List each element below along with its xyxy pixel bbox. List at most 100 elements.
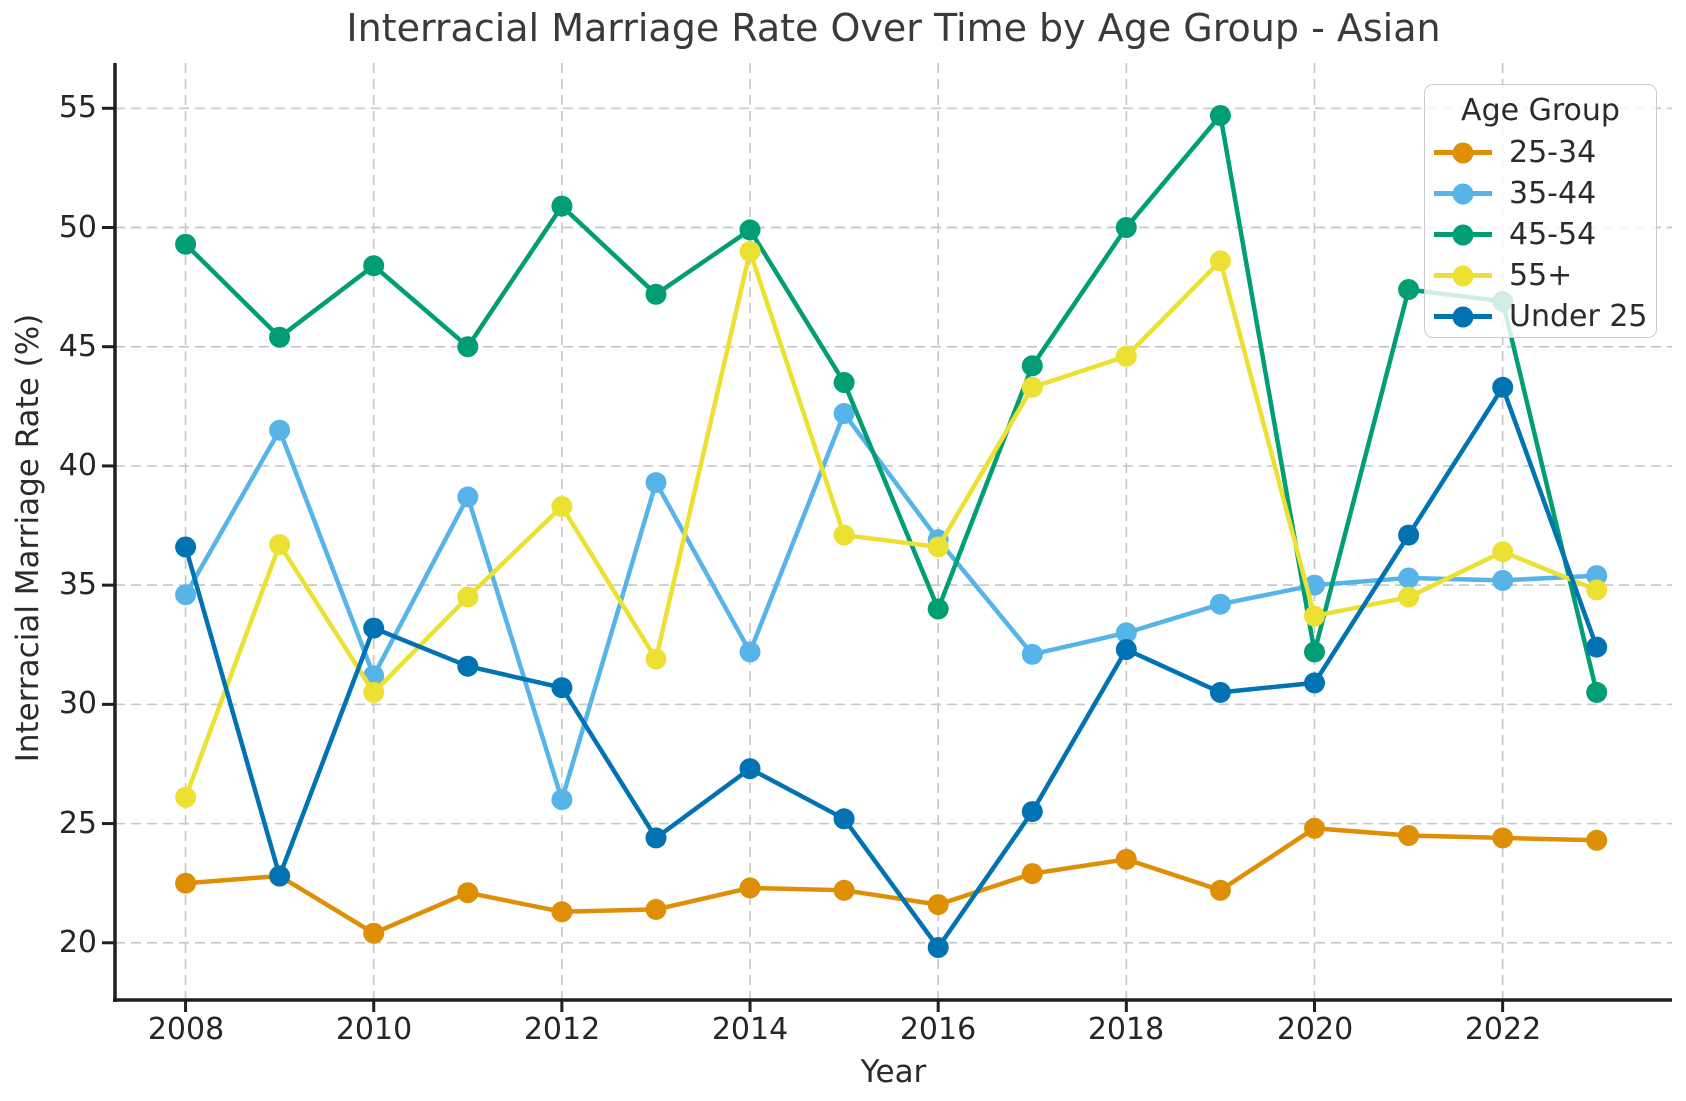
data-point-under-25 (363, 617, 385, 639)
x-tick-label: 2016 (899, 1012, 977, 1047)
data-point-under-25 (1586, 636, 1608, 658)
data-point-55 (551, 496, 573, 517)
x-tick-label: 2010 (335, 1012, 413, 1047)
data-point-35-44 (645, 472, 667, 494)
data-point-55 (645, 648, 667, 670)
data-point-under-25 (457, 655, 479, 677)
x-tick-label: 2012 (523, 1012, 601, 1047)
data-point-25-34 (1304, 817, 1325, 839)
legend-line-marker-icon (1434, 142, 1492, 163)
data-point-under-25 (645, 827, 667, 849)
x-tick-label: 2022 (1464, 1012, 1542, 1047)
data-point-55 (1586, 579, 1608, 601)
data-point-25-34 (927, 894, 949, 916)
data-point-45-54 (1021, 355, 1043, 377)
data-point-35-44 (457, 486, 479, 508)
data-point-35-44 (1209, 593, 1231, 615)
data-point-25-34 (551, 901, 573, 923)
data-point-55 (363, 681, 385, 703)
data-point-25-34 (1115, 848, 1137, 870)
legend-label: 55+ (1509, 258, 1573, 293)
legend-item-55: 55+ (1425, 255, 1656, 296)
series-line-35-44 (183, 411, 1599, 802)
y-tick-label: 30 (58, 686, 97, 721)
data-point-under-25 (269, 865, 291, 887)
data-point-45-54 (175, 233, 197, 255)
data-point-55 (1398, 586, 1420, 608)
data-point-45-54 (739, 219, 761, 241)
legend-label: 45-54 (1509, 217, 1597, 252)
series-line-45-54 (183, 113, 1599, 695)
data-point-35-44 (175, 584, 197, 606)
x-tick-label: 2014 (711, 1012, 789, 1047)
data-point-55 (175, 786, 197, 808)
legend-line-marker-icon (1434, 306, 1492, 327)
y-tick-label: 50 (58, 210, 97, 245)
y-tick-label: 35 (58, 567, 97, 602)
series-line-25-34 (183, 826, 1599, 936)
data-point-45-54 (1209, 105, 1231, 126)
data-point-35-44 (1398, 567, 1420, 589)
data-point-55 (927, 536, 949, 558)
data-point-under-25 (1492, 376, 1514, 398)
chart-title: Interracial Marriage Rate Over Time by A… (346, 6, 1441, 50)
data-point-45-54 (927, 598, 949, 620)
data-point-55 (1209, 250, 1231, 272)
data-point-45-54 (269, 326, 291, 348)
data-point-25-34 (363, 922, 385, 944)
series-line-55 (183, 249, 1599, 800)
series-line-under-25 (183, 385, 1599, 950)
x-tick-label: 2020 (1276, 1012, 1354, 1047)
data-point-under-25 (1021, 801, 1043, 823)
data-point-25-34 (1398, 825, 1420, 846)
data-point-35-44 (1021, 643, 1043, 665)
x-tick-label: 2008 (147, 1012, 225, 1047)
data-point-35-44 (739, 641, 761, 663)
data-point-under-25 (1398, 524, 1420, 546)
legend-item-35-44: 35-44 (1425, 173, 1656, 214)
data-point-55 (1115, 345, 1137, 367)
data-point-35-44 (551, 789, 573, 811)
y-tick-label: 40 (58, 448, 97, 483)
x-tick-label: 2018 (1087, 1012, 1165, 1047)
data-point-45-54 (645, 283, 667, 305)
legend: Age Group 25-34 35-44 45-54 55+ Under 25 (1424, 84, 1657, 338)
x-axis-title: Year (860, 1054, 927, 1090)
data-point-25-34 (1209, 879, 1231, 901)
data-point-35-44 (833, 403, 855, 424)
y-tick-label: 25 (58, 806, 97, 841)
legend-label: 35-44 (1509, 176, 1597, 211)
data-point-under-25 (175, 536, 197, 558)
data-point-under-25 (739, 758, 761, 780)
data-point-45-54 (1398, 279, 1420, 300)
data-point-45-54 (1304, 641, 1325, 663)
data-point-55 (269, 534, 291, 556)
legend-title: Age Group (1461, 93, 1620, 128)
data-point-25-34 (175, 872, 197, 894)
data-point-25-34 (645, 898, 667, 920)
data-point-25-34 (833, 879, 855, 901)
data-point-55 (833, 524, 855, 546)
data-point-45-54 (363, 255, 385, 277)
data-point-under-25 (1304, 672, 1325, 694)
data-point-45-54 (1115, 217, 1137, 238)
data-point-25-34 (739, 877, 761, 899)
data-point-55 (457, 586, 479, 608)
y-tick-label: 20 (58, 925, 97, 960)
legend-label: 25-34 (1509, 135, 1597, 170)
data-point-55 (1021, 376, 1043, 398)
y-tick-label: 55 (58, 90, 97, 125)
data-point-25-34 (1586, 829, 1608, 851)
data-point-25-34 (1492, 827, 1514, 849)
data-point-55 (739, 240, 761, 262)
data-point-under-25 (833, 808, 855, 830)
y-tick-label: 45 (58, 329, 97, 364)
legend-line-marker-icon (1434, 224, 1492, 245)
data-point-25-34 (457, 882, 479, 904)
data-point-under-25 (551, 677, 573, 699)
data-point-45-54 (551, 195, 573, 217)
data-point-under-25 (927, 937, 949, 958)
data-point-45-54 (457, 336, 479, 358)
legend-items: 25-34 35-44 45-54 55+ Under 25 (1425, 132, 1656, 337)
